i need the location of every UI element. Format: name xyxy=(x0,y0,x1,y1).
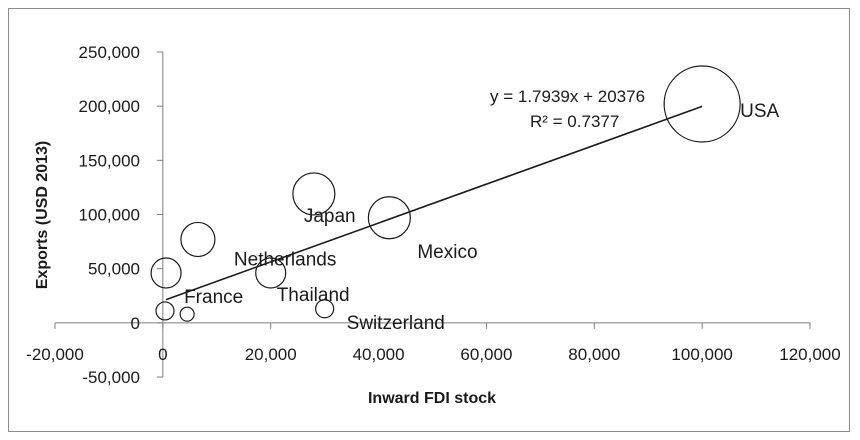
x-tick-label: 40,000 xyxy=(353,345,405,364)
x-tick-label: 80,000 xyxy=(568,345,620,364)
point-label-france: France xyxy=(184,287,243,308)
trendline-r-squared: R² = 0.7377 xyxy=(530,112,619,131)
bubble-switzerland xyxy=(315,299,335,319)
chart-area xyxy=(8,8,850,432)
point-label-thailand: Thailand xyxy=(277,285,350,306)
trendline xyxy=(165,105,703,301)
bubble-japan xyxy=(292,172,336,216)
y-tick-label: 150,000 xyxy=(79,151,140,170)
point-labels: USA Japan Mexico Netherlands France Thailand S… xyxy=(184,101,779,334)
y-axis-title: Exports (USD 2013) xyxy=(34,141,51,290)
bubble-unlabeled-7 xyxy=(179,306,195,322)
y-tick-label: -50,000 xyxy=(82,368,140,387)
x-tick-label: -20,000 xyxy=(26,345,84,364)
x-tick-label: 60,000 xyxy=(460,345,512,364)
axes: -20,000 0 20,000 40,000 60,000 80,000 100,000 1… xyxy=(26,43,841,387)
bubble-usa xyxy=(663,65,741,143)
y-tick-label: 200,000 xyxy=(79,97,140,116)
x-tick-label: 100,000 xyxy=(671,345,732,364)
bubble-thailand xyxy=(255,257,287,289)
trendline-equation: y = 1.7939x + 20376 xyxy=(490,87,645,106)
bubble-unlabeled-6 xyxy=(155,301,175,321)
point-label-japan: Japan xyxy=(304,206,356,227)
trendline-group xyxy=(165,105,703,301)
y-tick-label: 250,000 xyxy=(79,43,140,62)
y-tick-label: 100,000 xyxy=(79,206,140,225)
x-axis-title: Inward FDI stock xyxy=(368,390,496,407)
x-tick-label: 20,000 xyxy=(245,345,297,364)
point-label-switzerland: Switzerland xyxy=(347,313,445,334)
y-tick-label: 50,000 xyxy=(88,260,140,279)
bubble-netherlands xyxy=(180,221,216,258)
point-label-mexico: Mexico xyxy=(417,242,477,263)
bubble-mexico xyxy=(367,196,411,240)
bubble-france xyxy=(150,257,182,289)
x-tick-label: 0 xyxy=(158,345,167,364)
point-label-netherlands: Netherlands xyxy=(234,249,336,270)
bubbles xyxy=(150,65,741,322)
point-label-usa: USA xyxy=(740,101,779,122)
y-tick-label: 0 xyxy=(131,314,140,333)
x-tick-label: 120,000 xyxy=(779,345,840,364)
